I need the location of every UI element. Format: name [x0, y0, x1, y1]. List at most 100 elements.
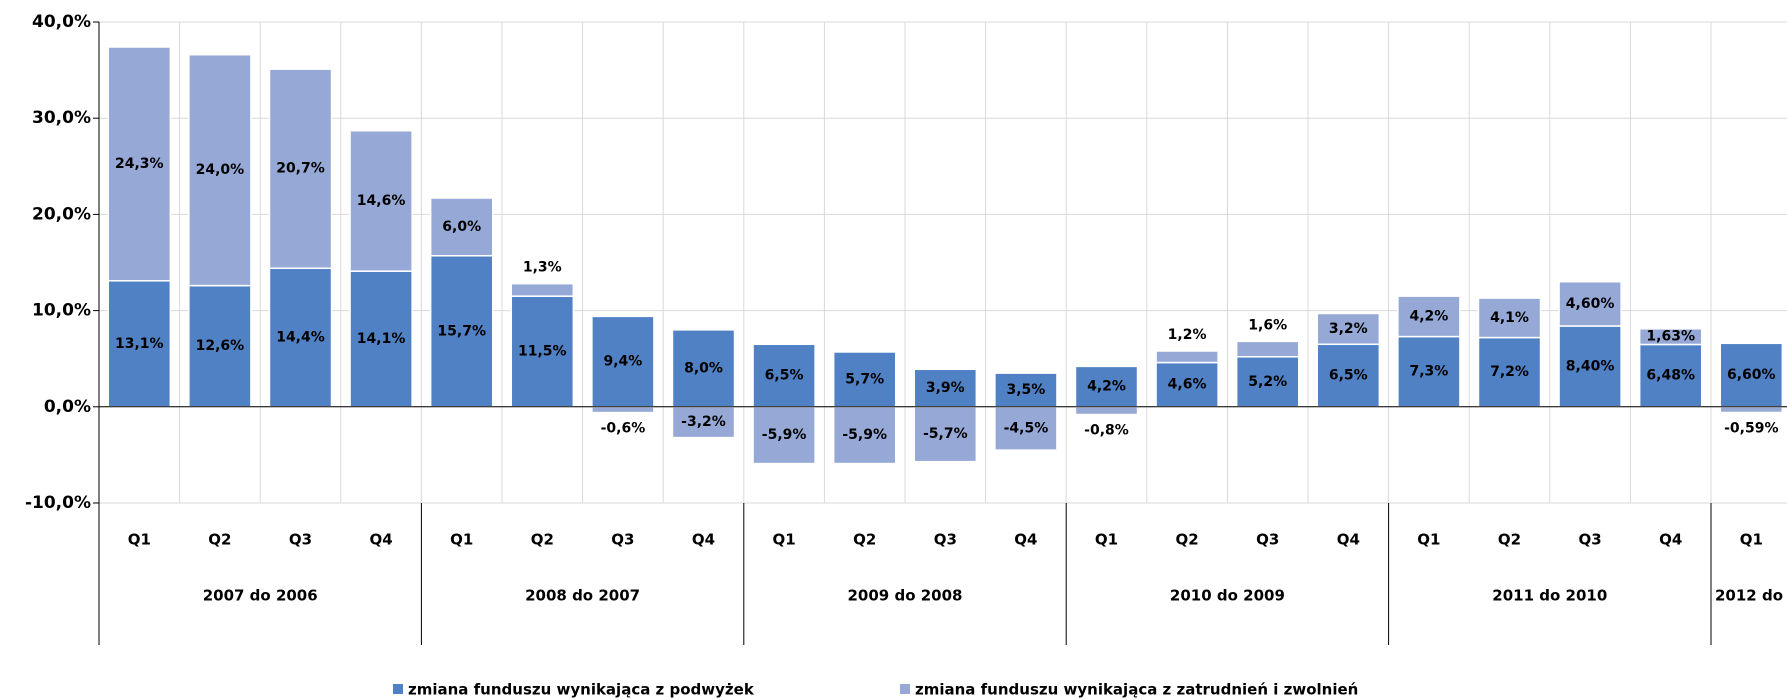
- x-tick-label: Q1: [128, 531, 151, 549]
- data-label: 15,7%: [437, 323, 486, 339]
- x-tick-label: Q3: [1578, 531, 1601, 549]
- data-label: 6,5%: [1329, 368, 1368, 384]
- x-tick-label: Q2: [208, 531, 231, 549]
- y-tick-label: 40,0%: [32, 12, 91, 32]
- data-label: 4,2%: [1409, 308, 1448, 324]
- data-label: 4,1%: [1490, 310, 1529, 326]
- data-label: 6,60%: [1727, 367, 1776, 383]
- y-tick-label: 0,0%: [44, 397, 91, 417]
- bar-segment: [107, 46, 172, 282]
- bar-segment: [349, 129, 413, 272]
- data-label: -5,9%: [842, 427, 887, 443]
- data-label: -3,2%: [681, 414, 726, 430]
- bar-segment: [107, 280, 172, 408]
- data-label: 7,2%: [1490, 364, 1529, 380]
- group-label: 2012 do 2011: [1715, 587, 1787, 605]
- data-label: 7,3%: [1409, 364, 1448, 380]
- data-label: 1,3%: [523, 260, 562, 276]
- data-label: 12,6%: [196, 338, 245, 354]
- bar-segment: [1638, 328, 1703, 346]
- x-tick-label: Q1: [772, 531, 795, 549]
- bar-segment: [1155, 361, 1219, 408]
- group-label: 2011 do 2010: [1492, 587, 1607, 605]
- legend-label: zmiana funduszu wynikająca z podwyżek: [408, 681, 755, 699]
- y-tick-label: 30,0%: [32, 108, 91, 128]
- bar-segment: [510, 295, 575, 408]
- data-label: -5,9%: [762, 427, 807, 443]
- bar-segment: [1074, 406, 1139, 416]
- data-label: 5,2%: [1248, 374, 1287, 390]
- data-label: 20,7%: [276, 161, 325, 177]
- bar-segment: [1477, 297, 1542, 339]
- x-tick-label: Q4: [1014, 531, 1037, 549]
- data-label: 4,60%: [1566, 296, 1615, 312]
- x-tick-label: Q4: [1659, 531, 1682, 549]
- bar-segment: [591, 406, 655, 414]
- x-tick-label: Q4: [369, 531, 392, 549]
- bar-segment: [994, 406, 1058, 451]
- data-label: 3,9%: [926, 380, 965, 396]
- data-label: 24,3%: [115, 156, 164, 172]
- bar-segment: [752, 343, 816, 408]
- data-label: 24,0%: [196, 162, 245, 178]
- y-tick-label: 20,0%: [32, 204, 91, 224]
- data-label: 8,0%: [684, 360, 723, 376]
- group-label: 2007 do 2006: [203, 587, 318, 605]
- legend-swatch: [393, 684, 403, 694]
- bar-segment: [1719, 406, 1784, 414]
- data-label: -5,7%: [923, 426, 968, 442]
- bar-segment: [268, 267, 333, 408]
- bar-segment: [1477, 336, 1542, 408]
- data-label: 3,2%: [1329, 321, 1368, 337]
- data-label: 6,48%: [1646, 368, 1695, 384]
- data-label: 14,4%: [276, 330, 325, 346]
- data-label: 14,6%: [357, 193, 406, 209]
- group-label: 2010 do 2009: [1170, 587, 1285, 605]
- data-label: 13,1%: [115, 336, 164, 352]
- bar-segment: [268, 68, 333, 270]
- data-label: 1,2%: [1168, 327, 1207, 343]
- x-tick-label: Q3: [1256, 531, 1279, 549]
- data-label: -0,8%: [1084, 422, 1129, 438]
- data-label: -0,6%: [601, 421, 646, 437]
- bar-segment: [591, 315, 655, 408]
- x-tick-label: Q2: [1498, 531, 1521, 549]
- data-label: 9,4%: [603, 354, 642, 370]
- x-tick-label: Q3: [289, 531, 312, 549]
- data-label: 11,5%: [518, 343, 567, 359]
- x-tick-label: Q1: [1417, 531, 1440, 549]
- data-label: 4,2%: [1087, 379, 1126, 395]
- data-label: 3,5%: [1006, 382, 1045, 398]
- group-label: 2009 do 2008: [848, 587, 963, 605]
- bar-segment: [832, 351, 897, 408]
- data-label: 1,6%: [1248, 317, 1287, 333]
- y-tick-label: -10,0%: [25, 493, 91, 513]
- legend-swatch: [900, 684, 910, 694]
- bar-segment: [1397, 335, 1461, 408]
- x-tick-label: Q2: [531, 531, 554, 549]
- x-tick-label: Q4: [1337, 531, 1360, 549]
- data-label: 6,0%: [442, 219, 481, 235]
- legend-label: zmiana funduszu wynikająca z zatrudnień …: [915, 681, 1358, 699]
- bar-segment: [1155, 350, 1219, 364]
- x-tick-label: Q1: [450, 531, 473, 549]
- bar-segment: [1397, 295, 1461, 338]
- data-label: 4,6%: [1168, 377, 1207, 393]
- bar-segment: [752, 406, 816, 465]
- bar-segment: [671, 329, 736, 408]
- bar-segment: [994, 372, 1058, 408]
- bar-segment: [188, 53, 252, 287]
- bar-segment: [832, 406, 897, 465]
- bar-segment: [1316, 312, 1381, 346]
- x-tick-label: Q1: [1095, 531, 1118, 549]
- data-label: 8,40%: [1566, 358, 1615, 374]
- x-tick-label: Q3: [611, 531, 634, 549]
- bar-segment: [429, 255, 494, 408]
- data-label: -0,59%: [1724, 420, 1778, 436]
- y-tick-label: 10,0%: [32, 301, 91, 321]
- bar-segment: [671, 406, 736, 439]
- data-label: 1,63%: [1646, 329, 1695, 345]
- data-label: 6,5%: [765, 368, 804, 384]
- bar-segment: [1558, 325, 1622, 408]
